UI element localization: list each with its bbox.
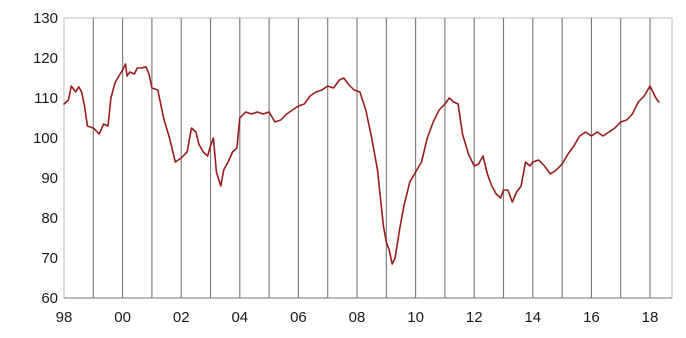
x-tick-label: 02: [173, 309, 190, 326]
series-line: [63, 63, 660, 265]
y-tick-label: 70: [41, 250, 58, 267]
x-tick-label: 98: [56, 309, 73, 326]
y-tick-label: 80: [41, 210, 58, 227]
x-tick-label: 18: [642, 309, 659, 326]
x-tick-label: 16: [583, 309, 600, 326]
x-tick-label: 04: [231, 309, 248, 326]
x-tick-label: 10: [407, 309, 424, 326]
plot-frame: [63, 17, 673, 299]
y-tick-label: 130: [33, 10, 58, 27]
y-tick-label: 110: [34, 90, 58, 107]
x-tick-label: 00: [114, 309, 131, 326]
y-tick-label: 60: [41, 290, 58, 307]
x-tick-label: 12: [466, 309, 483, 326]
axis-layer: 60 70 80 90 100 110 120 130 98 00 02 04 06 08 10 12 14 16…: [33, 10, 672, 326]
y-tick-label: 100: [33, 130, 58, 147]
x-tick-label: 14: [524, 309, 541, 326]
x-tick-label: 08: [349, 309, 366, 326]
x-tick-label: 06: [290, 309, 307, 326]
y-tick-label: 120: [33, 50, 58, 67]
grid-layer: [63, 17, 673, 299]
y-tick-label: 90: [41, 170, 58, 187]
